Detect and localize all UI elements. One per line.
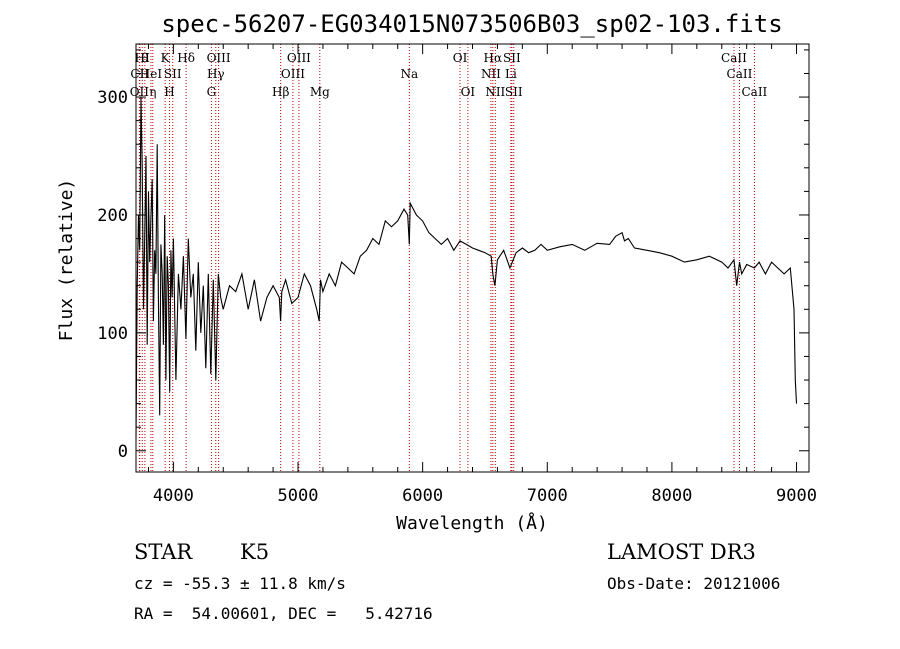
- coordinates: RA = 54.00601, DEC = 5.42716: [134, 604, 433, 623]
- x-axis-label: Wavelength (Å): [396, 512, 548, 534]
- line-label: SII: [164, 67, 182, 81]
- line-label: CaII: [721, 51, 747, 65]
- line-label: SII: [505, 85, 523, 99]
- line-label: OII: [130, 85, 150, 99]
- line-label: CaII: [727, 67, 753, 81]
- line-label: Hβ: [272, 85, 289, 99]
- line-labels: HI CII OII θ HeI η K SII H Hδ OIII Hγ G OIII OIII Hβ Mg N…: [130, 51, 768, 99]
- line-label: HI: [135, 51, 150, 65]
- y-axis-ticks: 0 100 200 300: [97, 49, 809, 462]
- line-label: Hγ: [207, 67, 225, 81]
- line-label: Li: [505, 67, 517, 81]
- line-label: K: [161, 51, 171, 65]
- y-tick-label: 0: [118, 442, 128, 462]
- survey-name: LAMOST DR3: [607, 540, 756, 564]
- line-label: Hα: [484, 51, 503, 65]
- x-tick-label: 8000: [651, 486, 692, 506]
- object-subclass: K5: [240, 540, 270, 564]
- spectrum-series: [135, 97, 798, 440]
- line-label: θ: [141, 51, 148, 65]
- y-tick-label: 300: [97, 88, 128, 108]
- x-axis-ticks: 4000 5000 6000 7000 8000 9000: [147, 44, 817, 506]
- line-label: OIII: [207, 51, 231, 65]
- line-label: OIII: [281, 67, 305, 81]
- line-label: Na: [400, 67, 418, 81]
- x-tick-label: 9000: [776, 486, 817, 506]
- spectrum-chart: spec-56207-EG034015N073506B03_sp02-103.f…: [56, 10, 817, 534]
- y-tick-label: 100: [97, 324, 128, 344]
- line-label: G: [207, 85, 217, 99]
- line-label: CaII: [741, 85, 767, 99]
- line-label: Mg: [310, 85, 330, 99]
- line-label: H: [164, 85, 174, 99]
- line-label: CII: [130, 67, 149, 81]
- line-label: SII: [503, 51, 521, 65]
- x-tick-label: 6000: [402, 486, 443, 506]
- y-axis-label: Flux (relative): [56, 179, 77, 342]
- line-label: HeI: [140, 67, 163, 81]
- line-label: η: [149, 85, 156, 99]
- y-tick-label: 200: [97, 206, 128, 226]
- chart-title: spec-56207-EG034015N073506B03_sp02-103.f…: [161, 10, 782, 38]
- x-tick-label: 4000: [153, 486, 194, 506]
- x-tick-label: 7000: [527, 486, 568, 506]
- line-label: NII: [481, 67, 501, 81]
- line-label: OIII: [287, 51, 311, 65]
- line-label: NII: [485, 85, 505, 99]
- line-label: OI: [461, 85, 476, 99]
- spectrum-line: [135, 97, 798, 440]
- line-label: OI: [453, 51, 468, 65]
- obs-date: Obs-Date: 20121006: [607, 574, 781, 593]
- object-class: STAR: [134, 540, 193, 564]
- x-tick-label: 5000: [278, 486, 319, 506]
- plot-frame: [135, 43, 810, 473]
- line-label: Hδ: [177, 51, 195, 65]
- redshift-text: cz = -55.3 ± 11.8 km/s: [134, 574, 346, 593]
- line-markers: [138, 44, 755, 472]
